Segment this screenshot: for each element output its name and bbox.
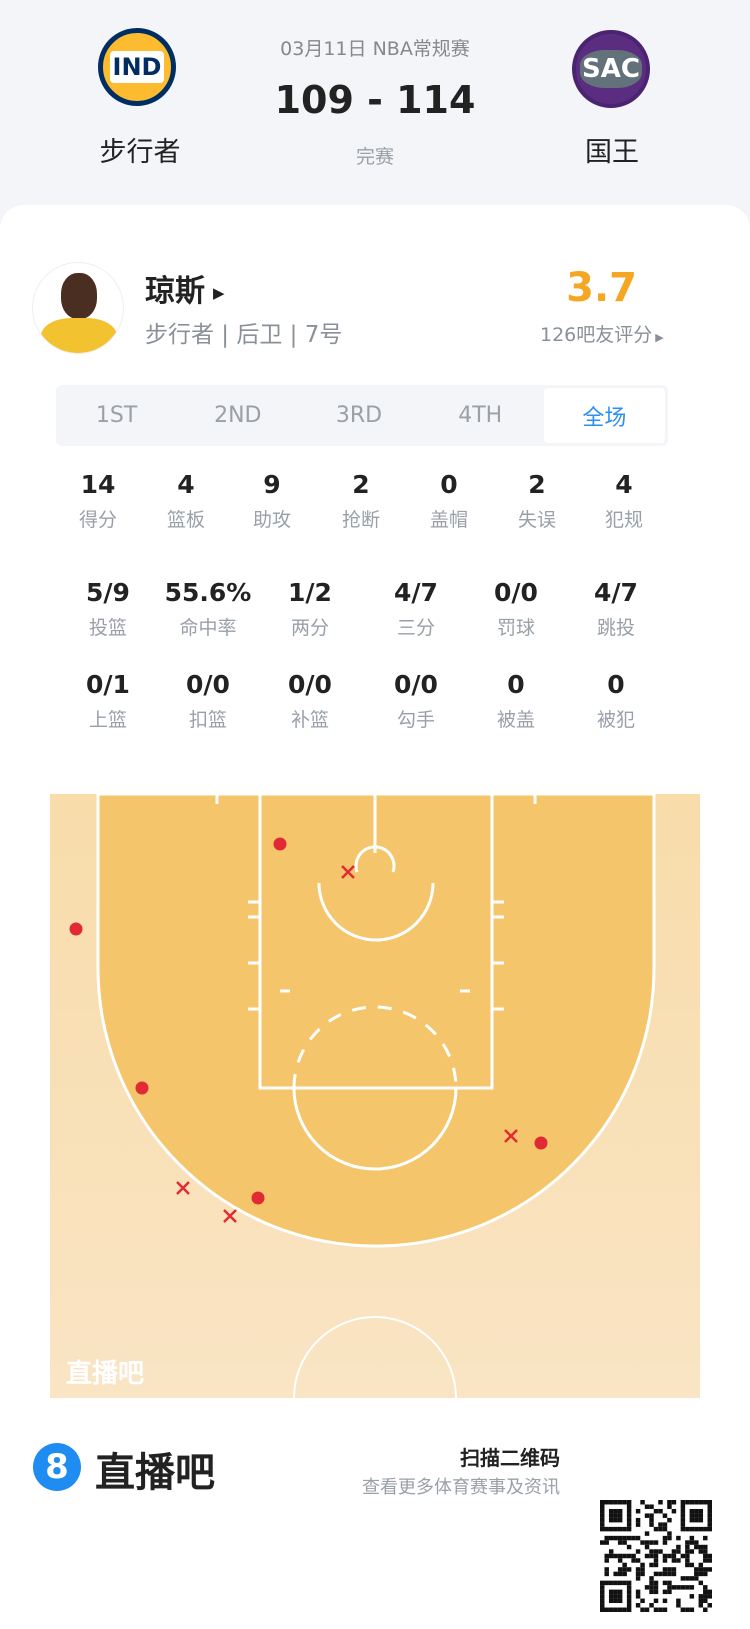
court-lines xyxy=(215,794,537,1398)
stat-label: 补篮 xyxy=(290,709,329,731)
stat-row3-1: 0/0 扣篮 xyxy=(158,670,258,732)
stat-value: 0/0 xyxy=(494,578,538,607)
scan-title: 扫描二维码 xyxy=(460,1446,560,1470)
stat-label: 被盖 xyxy=(496,709,535,731)
stat-value: 14 xyxy=(80,470,116,499)
stat-row1-3: 2 抢断 xyxy=(311,470,411,532)
stat-label: 抢断 xyxy=(341,509,380,531)
caret-right-icon: ▶ xyxy=(213,283,225,302)
away-team-logo[interactable]: SAC xyxy=(572,30,650,108)
stat-value: 55.6% xyxy=(164,578,252,607)
home-team-name[interactable]: 步行者 xyxy=(99,137,181,168)
stat-value: 0 xyxy=(607,670,625,699)
stat-label: 盖帽 xyxy=(429,509,468,531)
stat-label: 命中率 xyxy=(179,617,237,639)
stat-row3-3: 0/0 勾手 xyxy=(366,670,466,732)
scan-subtitle: 查看更多体育赛事及资讯 xyxy=(362,1477,560,1498)
stat-value: 0/0 xyxy=(186,670,230,699)
home-team-logo[interactable]: IND xyxy=(98,28,176,106)
period-tabs: 1ST 2ND 3RD 4TH 全场 xyxy=(56,385,668,446)
tab-full-game[interactable]: 全场 xyxy=(543,388,666,443)
player-name-link[interactable]: 琼斯 ▶ xyxy=(145,274,225,309)
stat-value: 0/1 xyxy=(86,670,130,699)
player-avatar[interactable] xyxy=(32,262,124,354)
shot-missed-marker xyxy=(176,1181,190,1195)
tab-1st[interactable]: 1ST xyxy=(95,403,138,428)
player-rating: 3.7 xyxy=(566,265,637,311)
stat-row3-5: 0 被犯 xyxy=(566,670,666,732)
stat-value: 2 xyxy=(528,470,546,499)
stat-label: 跳投 xyxy=(596,617,635,639)
away-team-name[interactable]: 国王 xyxy=(585,137,639,168)
stat-label: 三分 xyxy=(396,617,435,639)
shot-made-marker xyxy=(69,922,83,936)
watermark: 直播吧 xyxy=(66,1359,144,1389)
match-score: 109 - 114 xyxy=(274,78,476,122)
stat-label: 扣篮 xyxy=(188,709,227,731)
stat-label: 篮板 xyxy=(166,509,205,531)
shot-made-marker xyxy=(273,837,287,851)
tab-4th[interactable]: 4TH xyxy=(458,403,503,428)
shot-made-marker xyxy=(135,1081,149,1095)
brand-logo-icon: 8 xyxy=(33,1443,81,1491)
stat-label: 失误 xyxy=(517,509,556,531)
shot-missed-marker xyxy=(223,1209,237,1223)
stat-row1-6: 4 犯规 xyxy=(574,470,674,532)
stat-row3-2: 0/0 补篮 xyxy=(260,670,360,732)
stat-label: 助攻 xyxy=(252,509,291,531)
shot-missed-marker xyxy=(341,865,355,879)
stat-row2-2: 1/2 两分 xyxy=(260,578,360,640)
stat-value: 1/2 xyxy=(288,578,332,607)
stat-value: 0/0 xyxy=(288,670,332,699)
shot-missed-marker xyxy=(504,1129,518,1143)
stat-row2-5: 4/7 跳投 xyxy=(566,578,666,640)
match-date-league: 03月11日 NBA常规赛 xyxy=(280,38,470,60)
stat-value: 5/9 xyxy=(86,578,130,607)
stat-row3-4: 0 被盖 xyxy=(466,670,566,732)
stat-value: 4 xyxy=(615,470,633,499)
stat-row1-2: 9 助攻 xyxy=(222,470,322,532)
stat-value: 0 xyxy=(440,470,458,499)
stat-label: 上篮 xyxy=(88,709,127,731)
rating-count-link[interactable]: 126吧友评分 ▶ xyxy=(540,324,664,346)
shot-chart: 直播吧 xyxy=(50,794,700,1398)
stat-row1-5: 2 失误 xyxy=(487,470,587,532)
tab-2nd[interactable]: 2ND xyxy=(214,403,262,428)
stat-value: 0 xyxy=(507,670,525,699)
stat-label: 犯规 xyxy=(604,509,643,531)
stat-label: 罚球 xyxy=(496,617,535,639)
qr-code[interactable] xyxy=(600,1500,712,1612)
shot-made-marker xyxy=(534,1136,548,1150)
match-status: 完赛 xyxy=(355,146,394,168)
stat-row2-4: 0/0 罚球 xyxy=(466,578,566,640)
stat-label: 得分 xyxy=(78,509,117,531)
stat-value: 4/7 xyxy=(394,578,438,607)
stat-label: 两分 xyxy=(290,617,329,639)
caret-right-icon: ▶ xyxy=(655,331,664,344)
tab-3rd[interactable]: 3RD xyxy=(335,403,383,428)
stat-value: 2 xyxy=(352,470,370,499)
stat-row1-1: 4 篮板 xyxy=(136,470,236,532)
stat-row2-1: 55.6% 命中率 xyxy=(158,578,258,640)
stat-label: 被犯 xyxy=(596,709,635,731)
shot-made-marker xyxy=(251,1191,265,1205)
stat-value: 4/7 xyxy=(594,578,638,607)
stat-label: 投篮 xyxy=(88,617,127,639)
stat-row2-0: 5/9 投篮 xyxy=(58,578,158,640)
player-info: 步行者 | 后卫 | 7号 xyxy=(145,322,343,348)
stat-row1-4: 0 盖帽 xyxy=(399,470,499,532)
stat-row1-0: 14 得分 xyxy=(48,470,148,532)
stat-row3-0: 0/1 上篮 xyxy=(58,670,158,732)
stat-value: 4 xyxy=(177,470,195,499)
stat-row2-3: 4/7 三分 xyxy=(366,578,466,640)
stat-value: 0/0 xyxy=(394,670,438,699)
stat-label: 勾手 xyxy=(396,709,435,731)
brand-name: 直播吧 xyxy=(95,1450,215,1496)
stat-value: 9 xyxy=(263,470,281,499)
